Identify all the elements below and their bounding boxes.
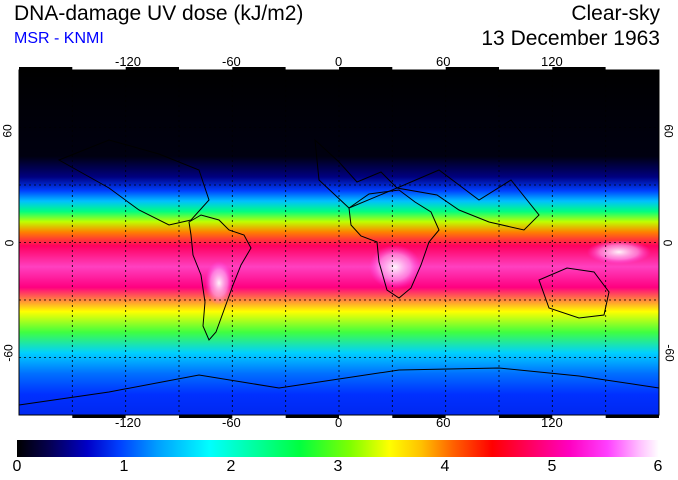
lat-tick-left-60: 60 [0, 124, 15, 138]
uv-dose-map-svg [18, 67, 660, 418]
lon-tick-bottom-minus60: -60 [222, 415, 241, 430]
uv-hotspot-south-america [205, 261, 233, 305]
lat-tick-right-minus60: -60 [662, 344, 677, 362]
graticule [19, 70, 659, 415]
coast-south-america [188, 214, 252, 341]
uv-hotspot-africa [369, 245, 421, 289]
lon-tick-top-60: 60 [436, 54, 451, 69]
lon-tick-top-120: 120 [541, 54, 563, 69]
colorbar-label-2: 2 [226, 458, 236, 475]
uv-hotspot-pacific [587, 240, 651, 264]
colorbar [17, 440, 659, 457]
lat-tick-left-minus60: -60 [1, 344, 16, 362]
coast-north-america [57, 139, 210, 226]
lon-tick-bottom-0: 0 [335, 415, 343, 430]
colorbar-label-3: 3 [333, 458, 343, 475]
map-date: 13 December 1963 [481, 27, 660, 50]
colorbar-label-6: 6 [653, 458, 663, 475]
lat-tick-right-0: 0 [660, 239, 675, 247]
colorbar-label-0: 0 [12, 458, 22, 475]
lon-tick-bottom-120: 120 [541, 415, 563, 430]
coast-antarctica [18, 367, 660, 406]
coast-australia [538, 267, 610, 319]
lon-tick-bottom-60: 60 [436, 415, 451, 430]
lat-tick-right-60: 60 [661, 124, 676, 138]
colorbar-label-1: 1 [119, 458, 129, 475]
lon-tick-top-minus120: -120 [115, 54, 142, 69]
lon-tick-bottom-minus120: -120 [115, 415, 142, 430]
lat-tick-left-0: 0 [2, 239, 17, 247]
sky-condition: Clear-sky [571, 2, 660, 25]
map-source: MSR - KNMI [14, 30, 104, 47]
colorbar-label-5: 5 [547, 458, 557, 475]
lon-tick-top-0: 0 [335, 54, 343, 69]
frame-border [18, 67, 660, 418]
uv-dose-map [18, 67, 660, 418]
lon-tick-top-minus60: -60 [222, 54, 241, 69]
colorbar-label-4: 4 [440, 458, 450, 475]
coast-africa [348, 189, 440, 299]
map-title: DNA-damage UV dose (kJ/m2) [14, 2, 304, 25]
